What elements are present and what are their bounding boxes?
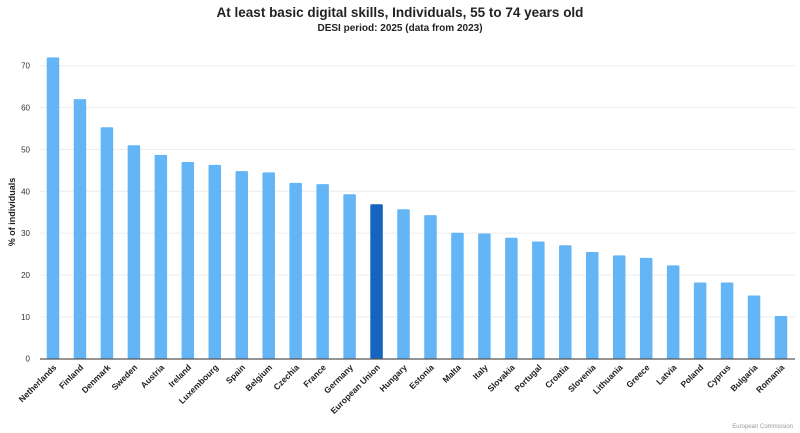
bar-portugal — [532, 241, 545, 359]
y-tick-label: 10 — [21, 313, 30, 322]
bar-france — [316, 184, 329, 359]
bar-finland — [73, 99, 87, 359]
x-tick-label: Austria — [138, 362, 166, 390]
bar-germany — [343, 194, 356, 359]
y-tick-label: 50 — [21, 145, 30, 154]
x-tick-label: Latvia — [654, 362, 679, 387]
bar-spain — [235, 171, 248, 359]
gridlines — [40, 65, 795, 318]
x-tick-label: European Union — [328, 362, 381, 415]
x-tick-label: Hungary — [377, 362, 409, 394]
bar-european-union — [370, 204, 383, 359]
x-tick-label: Slovakia — [485, 362, 517, 394]
bar-cyprus — [720, 282, 734, 359]
bar-greece — [639, 257, 653, 359]
bar-ireland — [181, 161, 195, 359]
x-tick-label: Estonia — [407, 362, 436, 391]
bar-romania — [774, 316, 788, 359]
x-tick-label: Lithuania — [591, 362, 625, 396]
bar-italy — [478, 233, 491, 359]
bar-netherlands — [46, 57, 60, 359]
bar-slovakia — [505, 237, 518, 359]
bar-sweden — [127, 145, 141, 359]
bar-latvia — [666, 265, 680, 359]
y-axis-ticks: 0 10 20 30 40 50 60 70 — [21, 62, 30, 364]
bar-poland — [693, 282, 707, 359]
bar-croatia — [559, 245, 572, 359]
bars — [46, 57, 788, 359]
y-tick-label: 60 — [21, 104, 30, 113]
bar-luxembourg — [208, 164, 222, 359]
y-tick-label: 20 — [21, 271, 30, 280]
x-tick-label: Italy — [471, 362, 490, 381]
x-tick-label: Spain — [224, 362, 247, 385]
x-tick-label: Denmark — [80, 362, 113, 395]
y-tick-label: 40 — [21, 187, 30, 196]
y-tick-label: 70 — [21, 62, 30, 71]
bar-malta — [451, 232, 464, 359]
chart-title: At least basic digital skills, Individua… — [217, 5, 584, 20]
y-tick-label: 30 — [21, 229, 30, 238]
x-tick-label: Poland — [678, 362, 705, 389]
y-tick-label: 0 — [26, 355, 31, 364]
bar-slovenia — [586, 251, 599, 359]
bar-belgium — [262, 172, 275, 359]
x-tick-label: Romania — [754, 362, 787, 395]
x-tick-label: Malta — [440, 362, 463, 385]
x-tick-label: Belgium — [243, 362, 274, 393]
bar-estonia — [424, 215, 437, 359]
bar-bulgaria — [747, 295, 761, 359]
x-tick-label: Netherlands — [17, 362, 59, 404]
bar-czechia — [289, 182, 302, 359]
x-tick-label: Sweden — [110, 362, 140, 392]
x-tick-label: Greece — [624, 362, 652, 390]
chart-subtitle: DESI period: 2025 (data from 2023) — [317, 23, 482, 34]
bar-austria — [154, 154, 168, 359]
y-axis-label: % of individuals — [7, 178, 17, 247]
x-tick-label: Czechia — [271, 362, 301, 392]
footer-credit: European Commission — [732, 424, 793, 430]
bar-denmark — [100, 127, 114, 359]
x-tick-label: Portugal — [512, 362, 543, 393]
bar-lithuania — [612, 255, 626, 359]
bar-hungary — [397, 209, 410, 359]
